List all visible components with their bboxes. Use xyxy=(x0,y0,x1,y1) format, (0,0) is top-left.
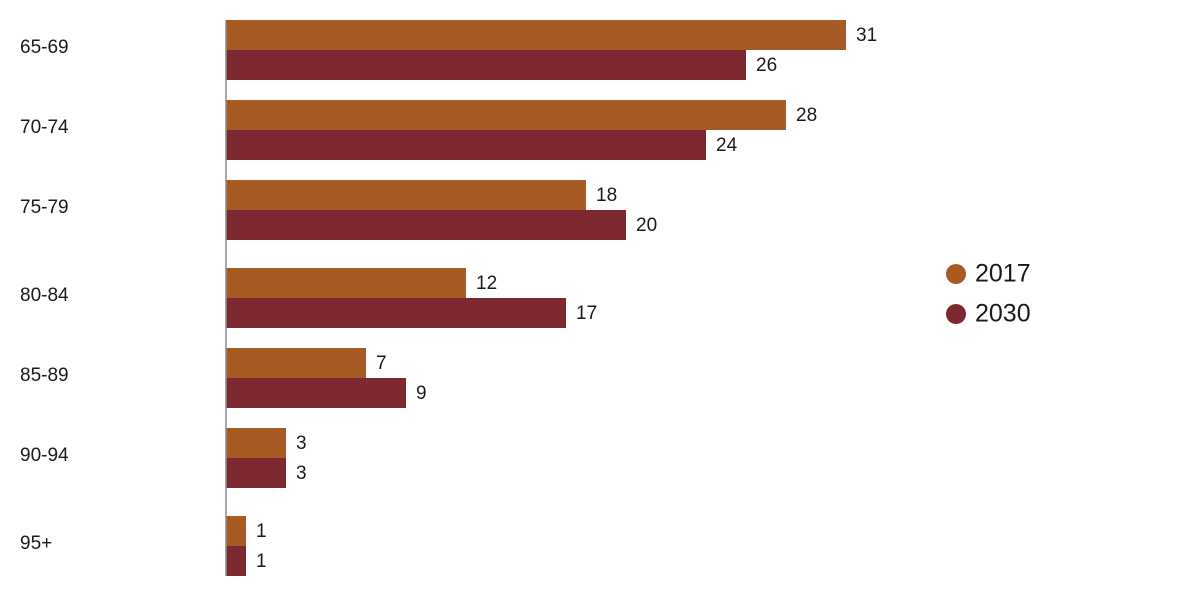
category-label-80-84: 80-84 xyxy=(20,285,69,306)
bar-2017-65-69 xyxy=(226,20,846,50)
data-label-2030-95+: 1 xyxy=(256,551,267,572)
data-label-2017-70-74: 28 xyxy=(796,105,817,126)
bar-2030-90-94 xyxy=(226,458,286,488)
data-label-2030-75-79: 20 xyxy=(636,215,657,236)
bar-2030-70-74 xyxy=(226,130,706,160)
legend: 2017 2030 xyxy=(946,260,1031,328)
bar-2017-80-84 xyxy=(226,268,466,298)
bar-2017-95+ xyxy=(226,516,246,546)
bar-2030-85-89 xyxy=(226,378,406,408)
data-label-2017-95+: 1 xyxy=(256,521,267,542)
bar-2017-70-74 xyxy=(226,100,786,130)
category-label-95+: 95+ xyxy=(20,533,52,554)
category-label-85-89: 85-89 xyxy=(20,365,69,386)
category-label-65-69: 65-69 xyxy=(20,37,69,58)
data-label-2017-85-89: 7 xyxy=(376,353,387,374)
data-label-2017-65-69: 31 xyxy=(856,25,877,46)
bar-2030-95+ xyxy=(226,546,246,576)
bar-2017-90-94 xyxy=(226,428,286,458)
data-label-2030-90-94: 3 xyxy=(296,463,307,484)
bar-2030-65-69 xyxy=(226,50,746,80)
legend-label-2017: 2017 xyxy=(975,260,1031,288)
bar-2017-75-79 xyxy=(226,180,586,210)
bar-2017-85-89 xyxy=(226,348,366,378)
data-label-2030-80-84: 17 xyxy=(576,303,597,324)
data-label-2017-80-84: 12 xyxy=(476,273,497,294)
category-label-90-94: 90-94 xyxy=(20,445,69,466)
data-label-2017-90-94: 3 xyxy=(296,433,307,454)
category-labels: 65-69 70-74 75-79 80-84 85-89 90-94 95+ xyxy=(20,37,69,554)
category-label-70-74: 70-74 xyxy=(20,117,69,138)
legend-marker-2030 xyxy=(946,304,966,324)
category-label-75-79: 75-79 xyxy=(20,197,69,218)
data-label-2030-70-74: 24 xyxy=(716,135,738,156)
legend-marker-2017 xyxy=(946,264,966,284)
data-label-2030-65-69: 26 xyxy=(756,55,777,76)
data-label-2030-85-89: 9 xyxy=(416,383,427,404)
legend-label-2030: 2030 xyxy=(975,300,1031,328)
bars-layer xyxy=(226,20,846,576)
data-label-2017-75-79: 18 xyxy=(596,185,617,206)
bar-2030-75-79 xyxy=(226,210,626,240)
bar-2030-80-84 xyxy=(226,298,566,328)
